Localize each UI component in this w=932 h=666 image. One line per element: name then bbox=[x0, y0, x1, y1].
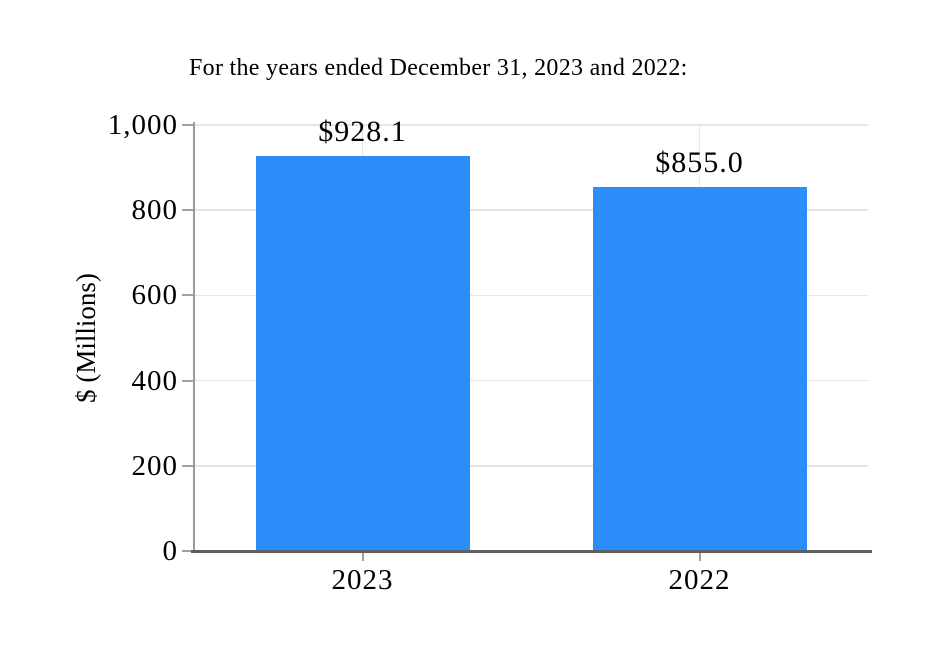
chart-title: For the years ended December 31, 2023 an… bbox=[189, 55, 688, 81]
bar-value-label: $928.1 bbox=[318, 114, 407, 148]
x-axis-line bbox=[191, 549, 872, 553]
y-tick-label: 1,000 bbox=[107, 109, 178, 141]
y-gridline bbox=[194, 124, 868, 126]
x-tick-mark bbox=[698, 551, 701, 561]
x-tick-mark bbox=[361, 551, 364, 561]
bar bbox=[592, 186, 807, 551]
y-axis-title: $ (Millions) bbox=[71, 273, 101, 403]
bar bbox=[255, 155, 470, 551]
y-tick-mark bbox=[182, 124, 194, 126]
y-gridline bbox=[194, 379, 868, 382]
y-tick-mark bbox=[182, 550, 194, 552]
y-tick-label: 0 bbox=[162, 535, 178, 567]
y-tick-label: 200 bbox=[131, 449, 178, 482]
y-gridline bbox=[194, 465, 868, 467]
y-axis-line bbox=[193, 122, 195, 551]
y-gridline bbox=[194, 209, 868, 211]
y-gridline bbox=[194, 294, 868, 297]
y-tick-mark bbox=[182, 209, 194, 212]
y-tick-mark bbox=[182, 379, 194, 382]
y-tick-label: 400 bbox=[131, 364, 178, 397]
x-tick-label: 2023 bbox=[331, 564, 394, 596]
y-tick-mark bbox=[182, 464, 194, 467]
plot-area: 0 200 400 600 800 1,000 $928.1 2023 $855.0 2022 bbox=[108, 109, 872, 596]
y-tick-mark bbox=[182, 294, 194, 297]
y-tick-label: 600 bbox=[131, 279, 178, 312]
x-tick-label: 2022 bbox=[668, 564, 731, 596]
y-tick-label: 800 bbox=[131, 194, 178, 227]
bar-value-label: $855.0 bbox=[655, 145, 744, 179]
